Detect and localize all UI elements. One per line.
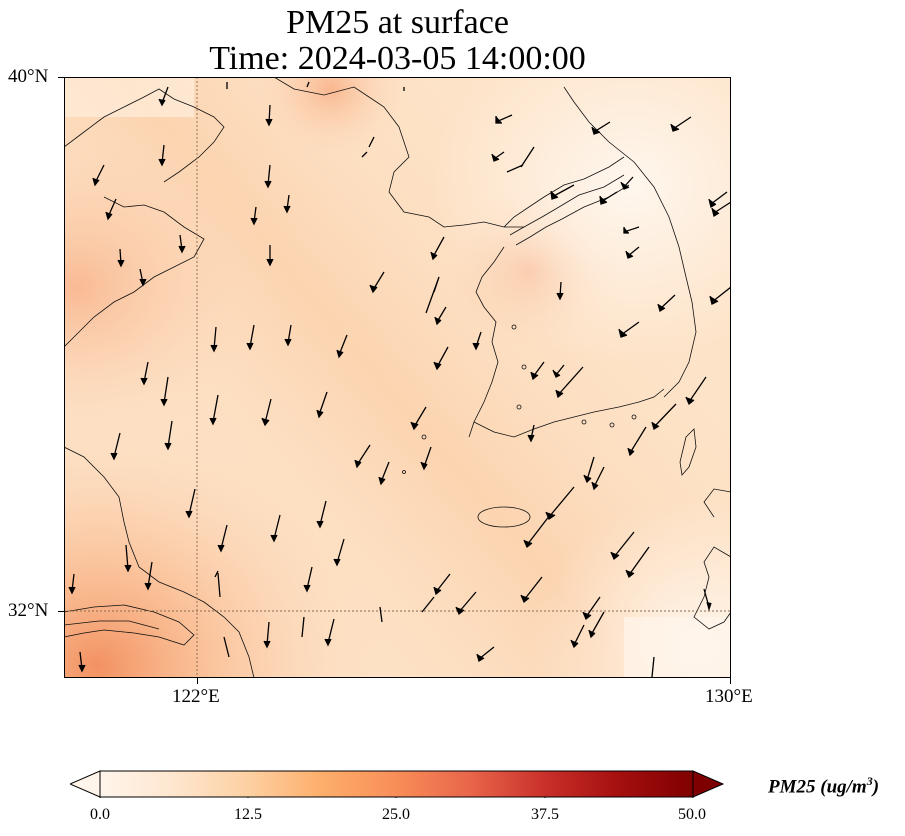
map-panel xyxy=(64,77,731,678)
lon-label-130e: 130°E xyxy=(705,686,753,707)
colorbar-tick-4: 50.0 xyxy=(678,806,706,823)
colorbar-tick-1: 12.5 xyxy=(234,806,262,823)
colorbar xyxy=(70,770,725,798)
colorbar-tick-3: 37.5 xyxy=(531,806,559,823)
lat-label-40n: 40°N xyxy=(8,66,49,87)
title-line-1: PM25 at surface xyxy=(286,4,509,41)
lon-tick xyxy=(197,678,198,684)
lat-tick xyxy=(58,77,64,78)
lat-tick xyxy=(58,611,64,612)
wind-vectors xyxy=(68,81,731,678)
colorbar-label-sup: 3 xyxy=(866,774,873,788)
gridlines xyxy=(64,77,731,678)
colorbar-tick-0: 0.0 xyxy=(90,806,110,823)
map-frame xyxy=(64,77,731,678)
colorbar-tick-2: 25.0 xyxy=(382,806,410,823)
coastlines xyxy=(64,77,731,678)
colorbar-label-end: ) xyxy=(872,776,880,798)
title-line-2: Time: 2024-03-05 14:00:00 xyxy=(209,40,586,77)
lon-label-122e: 122°E xyxy=(172,686,220,707)
colorbar-label: PM25 (ug/m3) xyxy=(768,774,879,798)
lat-label-32n: 32°N xyxy=(8,600,49,621)
colorbar-label-text: PM25 (ug/m xyxy=(768,776,867,798)
lon-tick xyxy=(730,678,731,684)
